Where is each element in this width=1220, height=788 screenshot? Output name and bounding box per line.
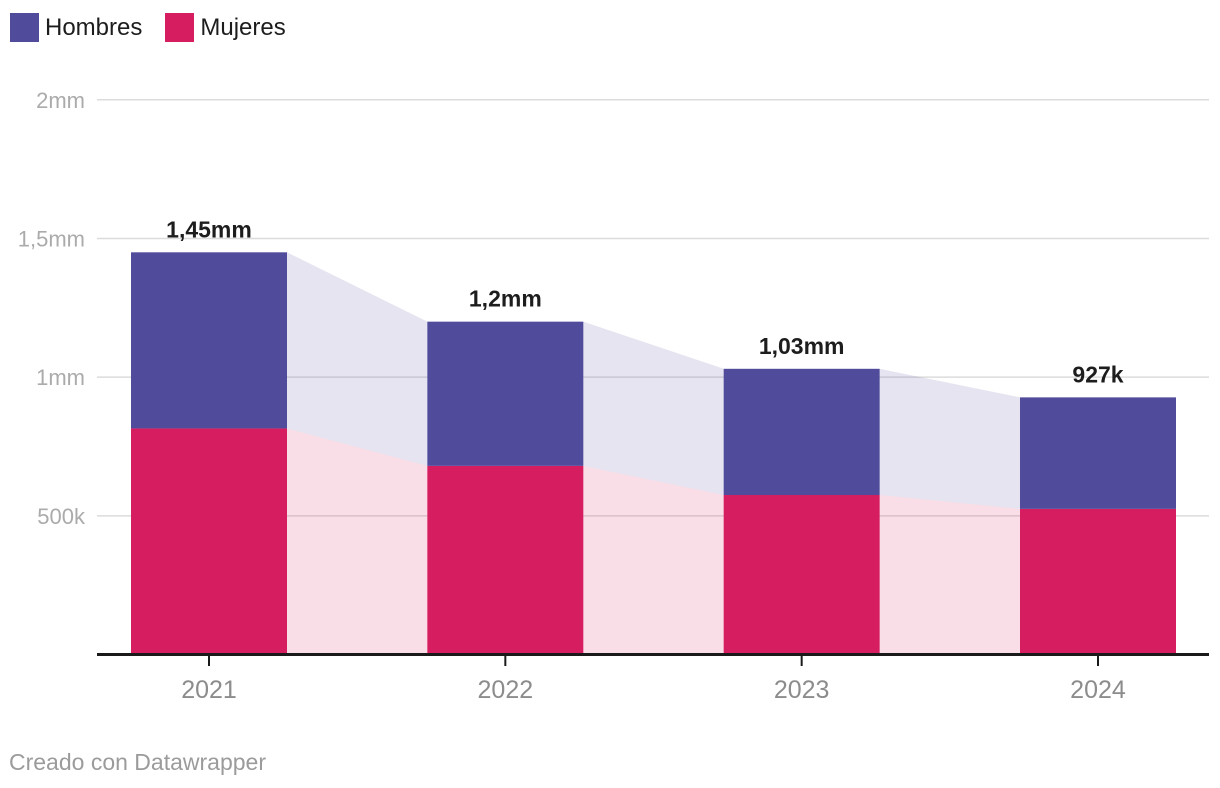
x-label-2022: 2022 <box>478 676 534 704</box>
legend-swatch-hombres <box>10 13 39 42</box>
connector-mujeres-2023-2024 <box>879 495 1020 655</box>
value-label-2024: 927k <box>1072 361 1123 387</box>
y-label-2mm: 2mm <box>36 88 85 113</box>
value-label-2023: 1,03mm <box>759 333 845 359</box>
bar-mujeres-2023 <box>723 495 880 655</box>
bar-hombres-2022 <box>427 321 584 466</box>
bar-mujeres-2022 <box>427 465 584 655</box>
connector-mujeres-2021-2022 <box>287 428 428 655</box>
y-label-500k: 500k <box>37 504 86 529</box>
legend-item-mujeres: Mujeres <box>165 13 286 42</box>
y-label-1mm: 1mm <box>36 365 85 390</box>
legend: Hombres Mujeres <box>10 13 286 42</box>
value-label-2021: 1,45mm <box>166 216 252 242</box>
legend-label-hombres: Hombres <box>45 14 143 41</box>
x-label-2023: 2023 <box>774 676 830 704</box>
bar-mujeres-2021 <box>131 428 287 655</box>
bar-hombres-2024 <box>1019 397 1176 509</box>
bar-mujeres-2024 <box>1019 508 1176 655</box>
legend-label-mujeres: Mujeres <box>200 14 286 41</box>
connector-hombres-2021-2022 <box>287 252 428 466</box>
bar-hombres-2021 <box>131 252 287 429</box>
legend-swatch-mujeres <box>165 13 195 42</box>
value-label-2022: 1,2mm <box>469 286 542 312</box>
legend-item-hombres: Hombres <box>10 13 142 42</box>
x-label-2024: 2024 <box>1070 676 1126 704</box>
bar-hombres-2023 <box>723 368 880 496</box>
connector-hombres-2022-2023 <box>583 321 724 496</box>
x-label-2021: 2021 <box>181 676 237 704</box>
x-axis-line <box>97 653 1209 656</box>
connector-hombres-2023-2024 <box>879 368 1020 509</box>
attribution: Creado con Datawrapper <box>9 749 266 775</box>
y-label-1,5mm: 1,5mm <box>18 226 85 251</box>
connector-mujeres-2022-2023 <box>583 465 724 655</box>
